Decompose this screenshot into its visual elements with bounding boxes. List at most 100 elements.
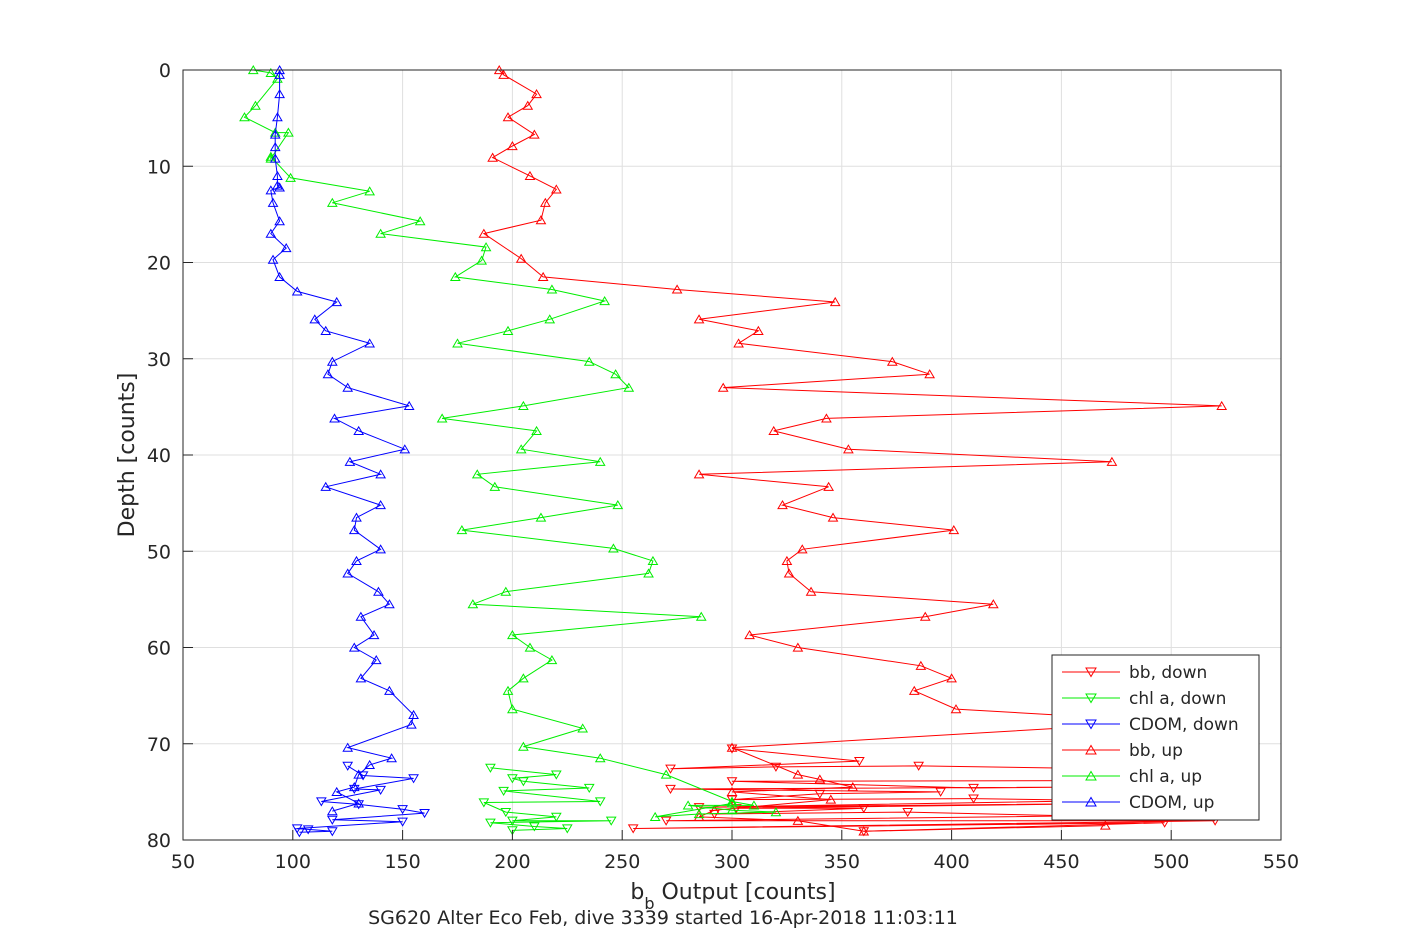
data-point xyxy=(351,512,362,522)
data-point xyxy=(919,611,931,621)
data-point xyxy=(507,816,518,826)
data-point xyxy=(902,807,914,818)
x-tick-label: 50 xyxy=(171,851,195,873)
data-point xyxy=(375,500,387,510)
data-point xyxy=(796,544,808,554)
y-tick-label: 0 xyxy=(159,60,171,82)
data-point xyxy=(274,69,285,79)
data-point xyxy=(294,828,305,838)
data-point xyxy=(265,185,277,195)
x-axis-label-subscript: b xyxy=(644,894,654,913)
data-point xyxy=(546,284,558,294)
data-point xyxy=(1099,820,1111,830)
data-point xyxy=(814,789,826,799)
data-point xyxy=(269,129,281,139)
data-point xyxy=(682,800,694,810)
y-tick-label: 30 xyxy=(147,349,171,371)
data-point xyxy=(777,500,788,510)
data-point xyxy=(355,673,367,683)
data-point xyxy=(467,599,479,609)
series-line xyxy=(243,69,776,818)
data-point xyxy=(326,806,338,816)
data-point xyxy=(717,382,729,392)
data-point xyxy=(913,761,925,771)
data-point xyxy=(693,811,705,821)
data-point xyxy=(302,825,314,835)
data-point xyxy=(792,769,804,779)
data-point xyxy=(274,89,285,99)
data-point xyxy=(726,798,738,808)
data-point xyxy=(476,255,488,265)
data-point xyxy=(507,141,518,151)
data-point xyxy=(348,782,360,792)
data-point xyxy=(326,827,338,837)
data-point xyxy=(502,112,514,122)
data-point xyxy=(550,184,562,194)
data-point xyxy=(726,805,738,815)
data-point xyxy=(612,500,624,510)
data-point xyxy=(375,469,387,479)
data-point xyxy=(518,400,529,411)
y-tick-label: 50 xyxy=(147,541,171,563)
data-point xyxy=(522,100,534,110)
data-point xyxy=(693,469,705,479)
data-point xyxy=(524,642,536,652)
legend-marker xyxy=(1085,719,1097,730)
data-point xyxy=(515,444,527,454)
data-point xyxy=(577,723,589,733)
data-point xyxy=(375,785,387,795)
data-point xyxy=(561,824,573,834)
data-point xyxy=(829,296,841,307)
series-line xyxy=(270,70,415,812)
legend-label: bb, down xyxy=(1129,663,1207,683)
data-point xyxy=(478,228,490,238)
series-4 xyxy=(239,64,782,821)
data-point xyxy=(825,794,837,804)
data-point xyxy=(348,642,360,652)
data-point xyxy=(693,314,705,324)
legend: bb, down chl a, down CDOM, down bb, up chl a… xyxy=(1051,654,1260,821)
legend-label: CDOM, up xyxy=(1129,793,1214,813)
x-tick-label: 300 xyxy=(714,851,750,873)
data-point xyxy=(946,673,957,683)
ticks: 50 100 150 200 250 300 350 400 450 500 550 0 10 20 30 4… xyxy=(147,60,1299,873)
data-point xyxy=(968,794,979,804)
data-point xyxy=(348,784,360,795)
data-point xyxy=(485,763,496,773)
data-point xyxy=(783,568,795,578)
data-point xyxy=(502,685,514,695)
data-point xyxy=(987,599,999,609)
data-point xyxy=(269,153,281,163)
chart-title: SG620 Alter Eco Feb, dive 3339 started 1… xyxy=(368,907,958,929)
data-point xyxy=(269,141,281,152)
data-point xyxy=(456,525,468,535)
data-point xyxy=(550,770,562,780)
data-point xyxy=(480,242,492,252)
data-point xyxy=(500,586,512,596)
data-point xyxy=(239,112,250,122)
data-point xyxy=(524,170,536,180)
data-point xyxy=(821,413,832,423)
data-point xyxy=(726,796,738,806)
data-point xyxy=(792,815,804,825)
data-point xyxy=(375,544,387,554)
data-point xyxy=(489,481,501,491)
data-point xyxy=(583,356,595,366)
data-point xyxy=(265,151,277,161)
data-point xyxy=(326,356,338,366)
data-point xyxy=(535,512,547,522)
x-tick-label: 350 xyxy=(824,851,860,873)
data-point xyxy=(823,481,834,491)
data-point xyxy=(660,816,672,826)
data-point xyxy=(384,599,395,609)
data-point xyxy=(594,753,606,763)
data-point xyxy=(507,629,518,640)
data-point xyxy=(507,826,518,836)
data-point xyxy=(531,425,542,436)
data-point xyxy=(792,642,804,652)
data-point xyxy=(502,325,514,335)
x-tick-label: 100 xyxy=(275,851,311,873)
data-point xyxy=(329,413,340,423)
data-point xyxy=(550,812,562,822)
data-point xyxy=(693,808,705,819)
